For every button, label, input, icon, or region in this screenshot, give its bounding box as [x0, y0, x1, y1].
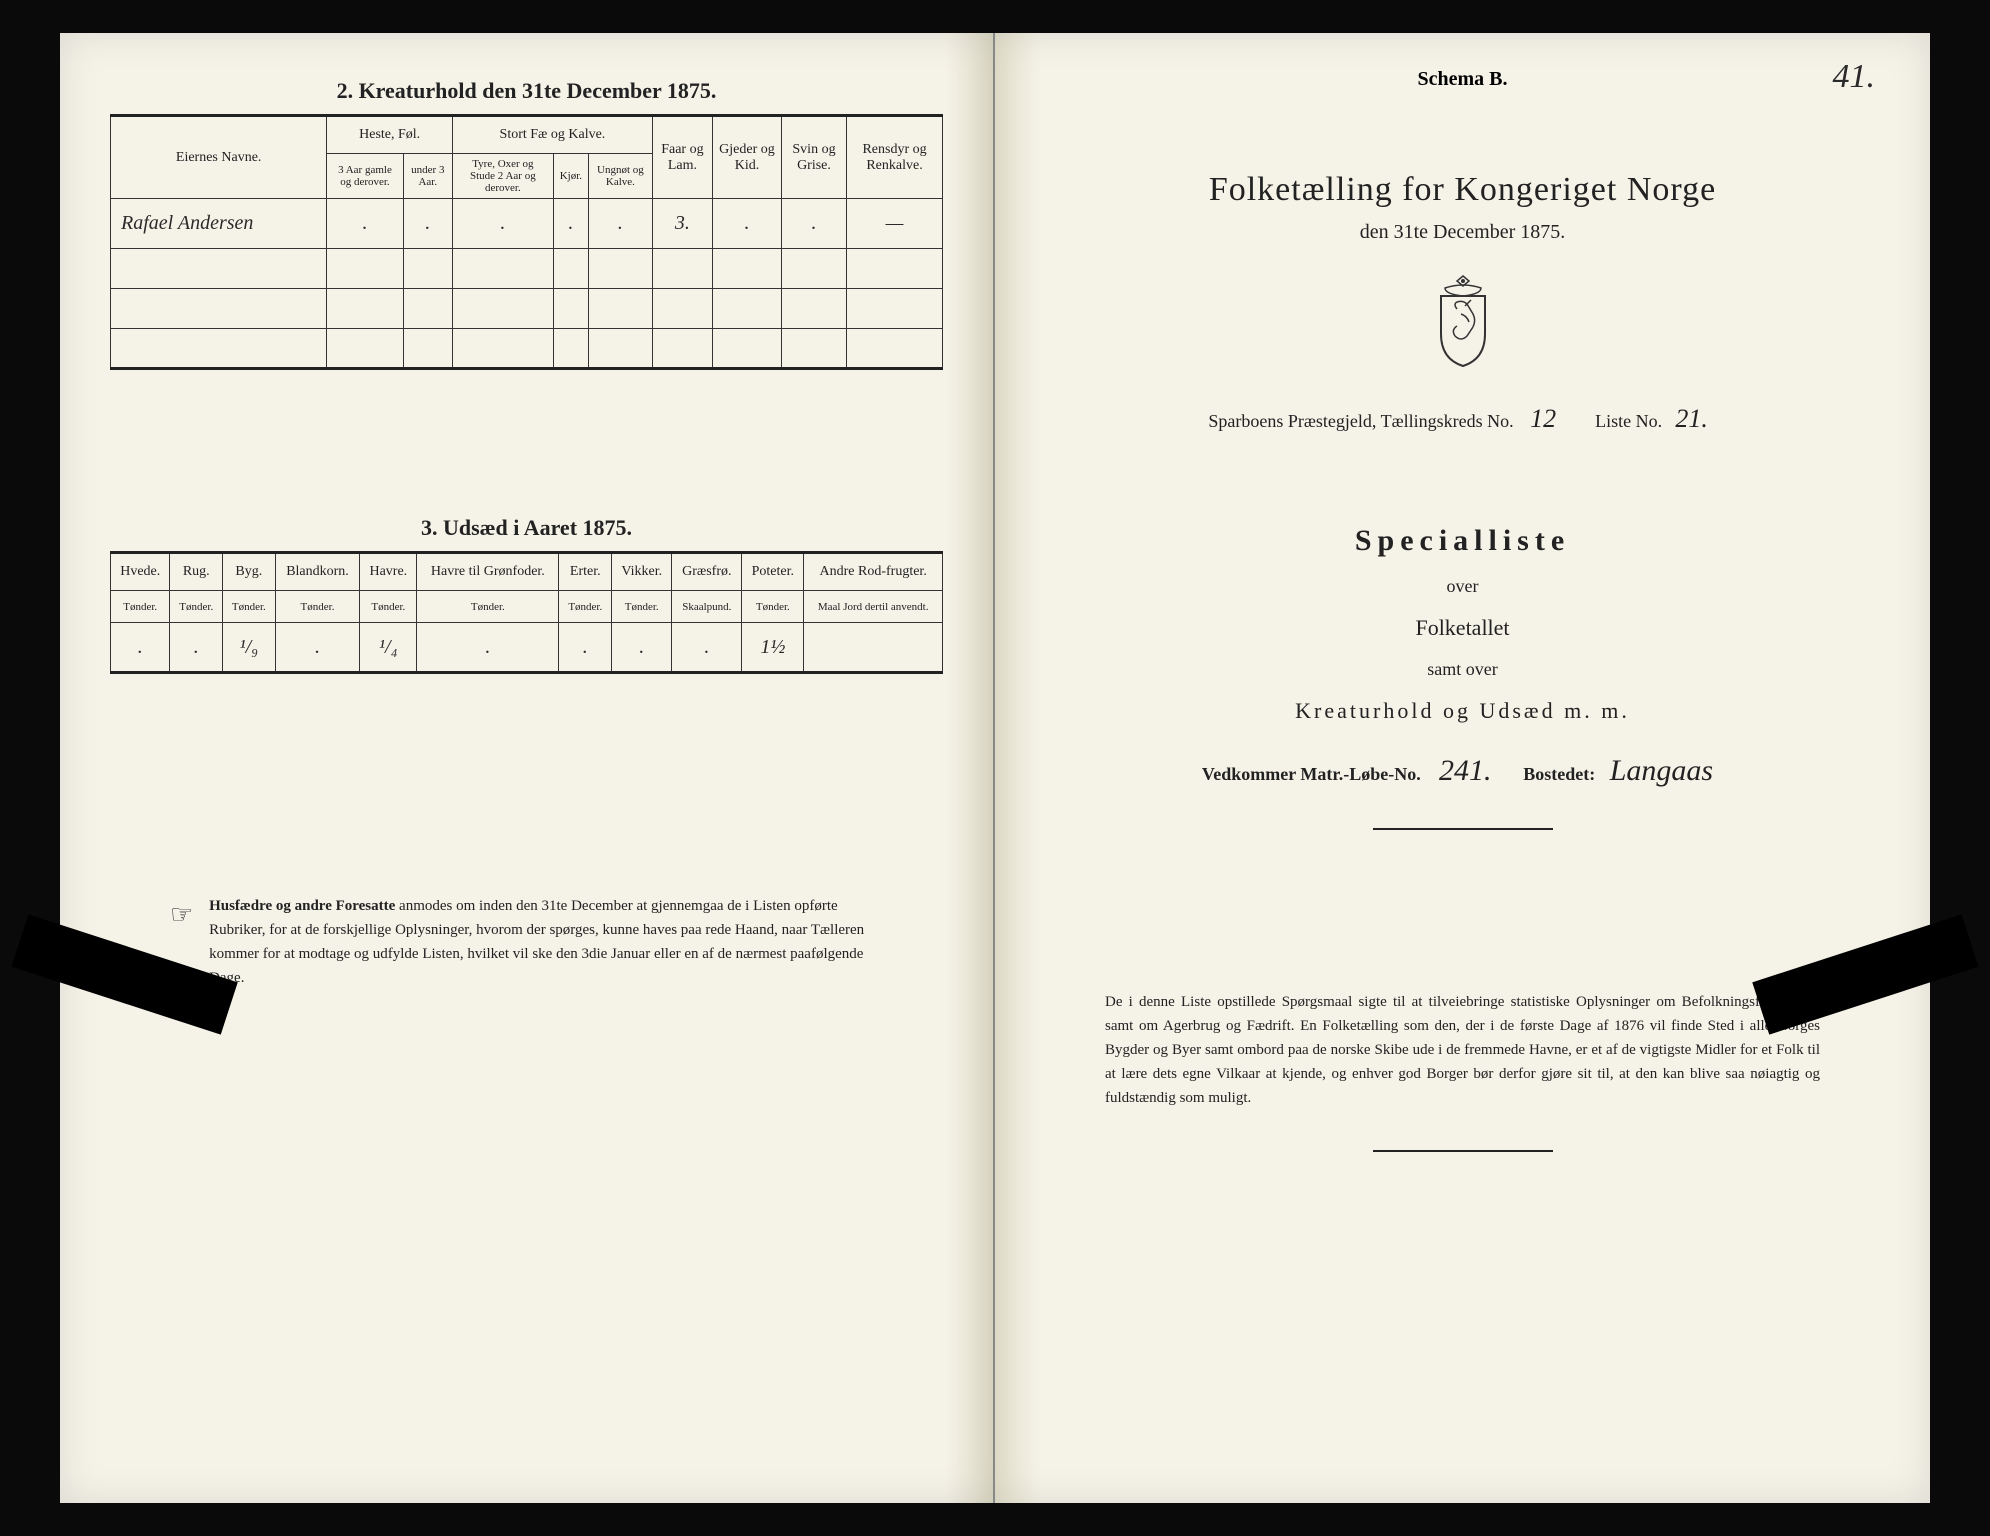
cell-havre: ¹/₄ — [360, 623, 417, 673]
cell-svin: . — [781, 199, 846, 249]
cell-stort-a: . — [453, 199, 554, 249]
pointing-hand-icon: ☞ — [170, 894, 193, 936]
unit-tonder: Tønder. — [417, 591, 559, 623]
matr-number: 241. — [1425, 754, 1505, 788]
section3-title: 3. Udsæd i Aaret 1875. — [110, 515, 943, 541]
unit-tonder: Tønder. — [223, 591, 276, 623]
unit-maal: Maal Jord dertil anvendt. — [804, 591, 943, 623]
main-title: Folketælling for Kongeriget Norge — [1045, 171, 1880, 209]
cell-ren: — — [847, 199, 943, 249]
col-heste-a: 3 Aar gamle og derover. — [327, 154, 403, 199]
matr-line: Vedkommer Matr.-Løbe-No. 241. Bostedet: … — [1045, 754, 1880, 788]
parish-label2: Liste No. — [1595, 411, 1662, 431]
cell-byg: ¹/₉ — [223, 623, 276, 673]
right-page: Schema B. 41. Folketælling for Kongerige… — [995, 33, 1930, 1503]
cell-bland: . — [275, 623, 360, 673]
col-poteter: Poteter. — [742, 553, 804, 591]
cell-heste-a: . — [327, 199, 403, 249]
col-hvede: Hvede. — [111, 553, 170, 591]
table-row — [111, 249, 943, 289]
cell-graesfro: . — [672, 623, 742, 673]
cell-vikker: . — [612, 623, 672, 673]
bosted-name: Langaas — [1600, 754, 1723, 788]
left-page: 2. Kreaturhold den 31te December 1875. E… — [60, 33, 995, 1503]
parish-prefix: Sparboens — [1208, 411, 1283, 431]
col-stort-c: Ungnøt og Kalve. — [589, 154, 653, 199]
col-faar: Faar og Lam. — [652, 116, 712, 199]
unit-tonder: Tønder. — [360, 591, 417, 623]
cell-heste-b: . — [403, 199, 452, 249]
col-svin: Svin og Grise. — [781, 116, 846, 199]
cell-havre-gron: . — [417, 623, 559, 673]
col-havre: Havre. — [360, 553, 417, 591]
col-stort-b: Kjør. — [553, 154, 588, 199]
kreaturhold-table: Eiernes Navne. Heste, Føl. Stort Fæ og K… — [110, 114, 943, 370]
col-stort-a: Tyre, Oxer og Stude 2 Aar og derover. — [453, 154, 554, 199]
coat-of-arms-icon — [1045, 274, 1880, 374]
cell-rug: . — [170, 623, 223, 673]
table-row — [111, 289, 943, 329]
right-footnote: De i denne Liste opstillede Spørgsmaal s… — [1105, 990, 1820, 1110]
col-vikker: Vikker. — [612, 553, 672, 591]
samt-over-label: samt over — [1045, 659, 1880, 680]
section2-title: 2. Kreaturhold den 31te December 1875. — [110, 78, 943, 104]
cell-stort-c: . — [589, 199, 653, 249]
unit-tonder: Tønder. — [275, 591, 360, 623]
col-graesfro: Græsfrø. — [672, 553, 742, 591]
cell-stort-b: . — [553, 199, 588, 249]
divider — [1373, 1150, 1553, 1152]
unit-tonder: Tønder. — [170, 591, 223, 623]
footnote-label: Husfædre og andre Foresatte — [209, 898, 395, 914]
col-ren: Rensdyr og Renkalve. — [847, 116, 943, 199]
folketallet-label: Folketallet — [1045, 615, 1880, 641]
cell-faar: 3. — [652, 199, 712, 249]
col-rug: Rug. — [170, 553, 223, 591]
cell-hvede: . — [111, 623, 170, 673]
matr-label2: Bostedet: — [1523, 764, 1595, 784]
over-label: over — [1045, 576, 1880, 597]
unit-tonder: Tønder. — [612, 591, 672, 623]
col-havre-gron: Havre til Grønfoder. — [417, 553, 559, 591]
cell-gjeder: . — [712, 199, 781, 249]
col-erter: Erter. — [559, 553, 612, 591]
book-spread: 2. Kreaturhold den 31te December 1875. E… — [60, 33, 1930, 1503]
table-row — [111, 329, 943, 369]
schema-label: Schema B. — [1045, 68, 1880, 91]
cell-erter: . — [559, 623, 612, 673]
cell-eier: Rafael Andersen — [111, 199, 327, 249]
matr-label1: Vedkommer Matr.-Løbe-No. — [1202, 764, 1421, 784]
cell-andre — [804, 623, 943, 673]
col-bland: Blandkorn. — [275, 553, 360, 591]
col-gjeder: Gjeder og Kid. — [712, 116, 781, 199]
divider — [1373, 828, 1553, 830]
col-andre: Andre Rod-frugter. — [804, 553, 943, 591]
udsaed-table: Hvede. Rug. Byg. Blandkorn. Havre. Havre… — [110, 551, 943, 674]
unit-tonder: Tønder. — [742, 591, 804, 623]
page-number: 41. — [1833, 58, 1876, 96]
sub-title-date: den 31te December 1875. — [1045, 221, 1880, 244]
cell-poteter: 1½ — [742, 623, 804, 673]
parish-line: Sparboens Præstegjeld, Tællingskreds No.… — [1045, 404, 1880, 434]
col-stort-group: Stort Fæ og Kalve. — [453, 116, 653, 154]
special-title: Specialliste — [1045, 524, 1880, 558]
unit-tonder: Tønder. — [111, 591, 170, 623]
left-footnote: ☞ Husfædre og andre Foresatte anmodes om… — [170, 894, 903, 990]
col-heste-group: Heste, Føl. — [327, 116, 453, 154]
col-heste-b: under 3 Aar. — [403, 154, 452, 199]
col-eier: Eiernes Navne. — [111, 116, 327, 199]
unit-skaalpund: Skaalpund. — [672, 591, 742, 623]
parish-label1: Præstegjeld, Tællingskreds No. — [1288, 411, 1514, 431]
kreatur-label: Kreaturhold og Udsæd m. m. — [1045, 698, 1880, 724]
col-byg: Byg. — [223, 553, 276, 591]
unit-tonder: Tønder. — [559, 591, 612, 623]
kreds-number: 12 — [1518, 404, 1568, 434]
liste-number: 21. — [1667, 404, 1717, 434]
